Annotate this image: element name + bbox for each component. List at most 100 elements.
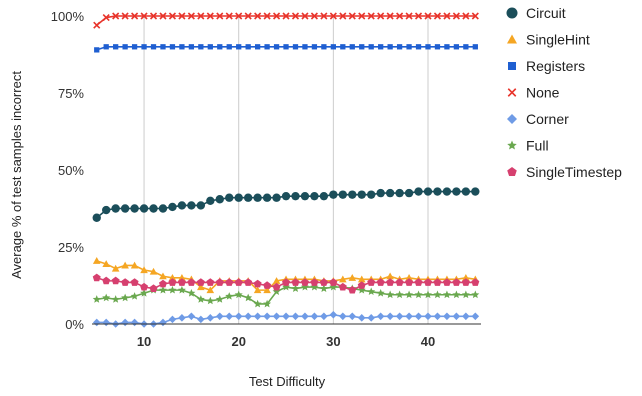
data-point <box>433 12 442 20</box>
legend-label: None <box>526 85 560 101</box>
data-point <box>168 12 177 20</box>
data-point <box>339 275 347 283</box>
data-point <box>396 12 404 20</box>
data-point <box>197 283 205 291</box>
y-tick-label: 75% <box>58 86 84 101</box>
data-point <box>131 44 138 50</box>
data-point <box>472 44 478 50</box>
data-point <box>103 44 109 50</box>
y-tick-label: 50% <box>58 163 84 178</box>
data-point <box>168 315 177 324</box>
data-point <box>188 44 195 50</box>
data-point <box>367 278 376 286</box>
data-point <box>149 267 158 275</box>
data-point <box>196 295 205 303</box>
data-point <box>358 12 366 20</box>
data-point <box>357 281 366 289</box>
data-point <box>302 44 308 50</box>
data-point <box>243 193 253 202</box>
data-point <box>215 312 224 321</box>
data-point <box>461 187 471 196</box>
legend-item-singlehint: SingleHint <box>507 32 590 48</box>
data-point <box>244 12 252 20</box>
series-markers-corner <box>92 310 480 328</box>
data-point <box>244 312 252 321</box>
data-point <box>395 188 404 198</box>
data-point <box>405 274 413 281</box>
data-point <box>320 12 328 20</box>
data-point <box>442 187 452 196</box>
data-point <box>102 13 110 22</box>
data-point <box>291 278 300 286</box>
data-point <box>130 204 139 213</box>
data-point <box>338 190 348 199</box>
data-point <box>187 312 196 321</box>
data-point <box>348 274 357 281</box>
data-point <box>376 312 385 321</box>
data-point <box>196 278 205 286</box>
data-point <box>291 284 300 292</box>
data-point <box>424 312 432 321</box>
data-point <box>140 282 149 291</box>
legend-item-registers: Registers <box>508 58 585 74</box>
data-point <box>462 274 470 281</box>
data-point <box>159 272 167 280</box>
data-point <box>330 44 336 50</box>
data-point <box>452 290 461 299</box>
data-point <box>348 285 357 294</box>
data-point <box>404 188 414 198</box>
data-point <box>121 293 130 302</box>
data-point <box>310 12 318 20</box>
legend-label: SingleHint <box>526 32 590 48</box>
data-point <box>386 312 394 321</box>
data-point <box>140 266 148 274</box>
data-point <box>206 286 215 294</box>
data-point <box>329 12 337 20</box>
data-point <box>225 312 234 321</box>
data-point <box>273 44 280 50</box>
data-point <box>169 44 176 50</box>
data-point <box>376 289 385 297</box>
data-point <box>377 12 385 20</box>
data-point <box>130 292 139 300</box>
data-point <box>462 12 470 20</box>
data-point <box>92 295 101 303</box>
data-point <box>130 278 139 286</box>
data-point <box>94 47 100 53</box>
data-point <box>339 12 347 20</box>
data-point <box>395 278 404 286</box>
data-point <box>301 312 309 321</box>
data-point <box>121 12 129 20</box>
data-point <box>112 12 120 20</box>
data-point <box>150 44 157 50</box>
data-point <box>131 12 139 20</box>
data-point <box>187 289 196 297</box>
data-point <box>253 312 262 321</box>
data-point <box>215 278 224 286</box>
data-point <box>92 257 101 264</box>
data-point <box>272 12 281 20</box>
data-point <box>263 281 272 289</box>
data-point <box>120 204 130 213</box>
tick-labels: 10 20 30 40 0% 25% 50% 75% 100% <box>51 9 435 349</box>
data-point <box>357 190 366 199</box>
y-tick-label: 100% <box>51 9 85 24</box>
data-point <box>348 190 357 199</box>
data-point <box>122 44 128 50</box>
data-point <box>168 278 177 286</box>
data-point <box>415 44 422 50</box>
data-point <box>433 187 442 196</box>
data-point <box>111 295 120 303</box>
data-point <box>405 290 414 299</box>
data-point <box>405 12 413 20</box>
y-tick-label: 0% <box>65 317 84 332</box>
legend-label: Full <box>526 138 549 154</box>
data-point <box>197 12 205 20</box>
legend-item-circuit: Circuit <box>506 5 566 21</box>
legend-marker <box>507 167 517 177</box>
data-point <box>244 293 253 302</box>
data-point <box>244 278 253 286</box>
data-point <box>423 187 433 196</box>
data-point <box>424 278 432 286</box>
